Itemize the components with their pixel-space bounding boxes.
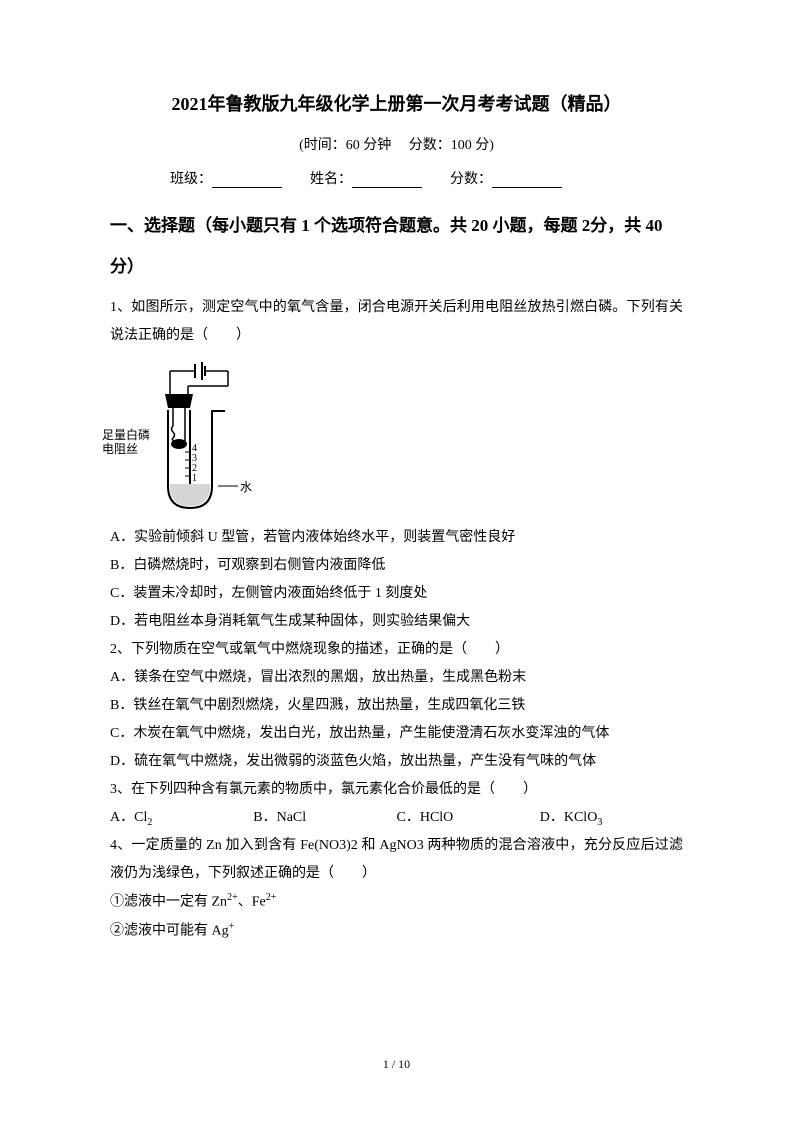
q3-choice-b: B．NaCl <box>253 804 396 833</box>
q1-choice-a: A．实验前倾斜 U 型管，若管内液体始终水平，则装置气密性良好 <box>110 524 683 552</box>
name-label: 姓名： <box>310 172 352 187</box>
q2-choice-a: A．镁条在空气中燃烧，冒出浓烈的黑烟，放出热量，生成黑色粉末 <box>110 664 683 692</box>
q1-choice-d: D．若电阻丝本身消耗氧气生成某种固体，则实验结果偏大 <box>110 608 683 636</box>
score-label: 分数：100 分) <box>409 138 494 153</box>
time-label: (时间：60 分钟 <box>299 138 391 153</box>
tick-labels: 4 3 2 1 <box>192 444 197 484</box>
q1-stem: 1、如图所示，测定空气中的氧气含量，闭合电源开关后利用电阻丝放热引燃白磷。下列有… <box>110 294 683 350</box>
q4-line2: ②滤液中可能有 Ag+ <box>110 917 683 946</box>
q1-choice-c: C．装置未冷却时，左侧管内液面始终低于 1 刻度处 <box>110 580 683 608</box>
q1-diagram: 足量白磷 电阻丝 4 3 2 1 水 <box>110 356 290 516</box>
class-label: 班级： <box>170 172 212 187</box>
phosphorus-label: 足量白磷 <box>102 428 150 442</box>
resistor-label: 电阻丝 <box>102 442 138 456</box>
name-blank[interactable] <box>352 174 422 188</box>
q3-choices: A．Cl2 B．NaCl C．HClO D．KClO3 <box>110 804 683 833</box>
q1-choice-b: B．白磷燃烧时，可观察到右侧管内液面降低 <box>110 552 683 580</box>
tick-1: 1 <box>192 474 197 484</box>
q2-choice-b: B．铁丝在氧气中剧烈燃烧，火星四溅，放出热量，生成四氧化三铁 <box>110 692 683 720</box>
q2-choice-d: D．硫在氧气中燃烧，发出微弱的淡蓝色火焰，放出热量，产生没有气味的气体 <box>110 748 683 776</box>
section-header: 一、选择题（每小题只有 1 个选项符合题意。共 20 小题，每题 2分，共 40… <box>110 206 683 288</box>
score-blank[interactable] <box>492 174 562 188</box>
exam-title: 2021年鲁教版九年级化学上册第一次月考考试题（精品） <box>110 90 683 116</box>
info-line: 班级： 姓名： 分数： <box>110 168 683 188</box>
q3-choice-d: D．KClO3 <box>540 804 683 833</box>
class-blank[interactable] <box>212 174 282 188</box>
q3-choice-a: A．Cl2 <box>110 804 253 833</box>
q2-stem: 2、下列物质在空气或氧气中燃烧现象的描述，正确的是（ ） <box>110 636 683 664</box>
water-label: 水 <box>240 478 252 495</box>
page-number: 1 / 10 <box>0 1057 793 1072</box>
score-field-label: 分数： <box>450 172 492 187</box>
q4-stem: 4、一定质量的 Zn 加入到含有 Fe(NO3)2 和 AgNO3 两种物质的混… <box>110 832 683 888</box>
q3-stem: 3、在下列四种含有氯元素的物质中，氯元素化合价最低的是（ ） <box>110 776 683 804</box>
exam-subtitle: (时间：60 分钟 分数：100 分) <box>110 134 683 154</box>
q4-line1: ①滤液中一定有 Zn2+、Fe2+ <box>110 888 683 917</box>
q3-choice-c: C．HClO <box>397 804 540 833</box>
q2-choice-c: C．木炭在氧气中燃烧，发出白光，放出热量，产生能使澄清石灰水变浑浊的气体 <box>110 720 683 748</box>
